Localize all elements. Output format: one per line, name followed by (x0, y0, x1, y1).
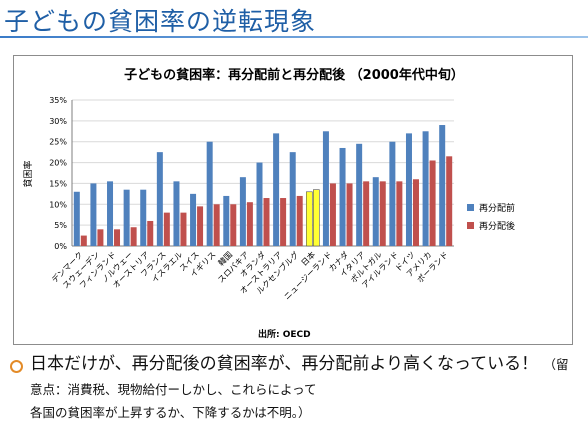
bar-before (190, 193, 197, 246)
bar-after (246, 202, 253, 246)
bar-after (329, 183, 336, 246)
bar-before (90, 183, 97, 246)
bar-after (114, 229, 121, 246)
chart-canvas: 子どもの貧困率：再分配前と再分配後 （2000年代中旬） 貧困率 0% 5% 10%… (22, 67, 515, 340)
y-tick-label: 35% (49, 96, 67, 105)
bar-after (130, 227, 137, 246)
bullet-note-line1: （留意点：消費税、現物給付ーしかし、これらによって (30, 357, 569, 397)
bar-before (372, 177, 379, 246)
y-tick-label: 20% (49, 159, 67, 168)
bar-after (230, 204, 237, 246)
bullet-main-text: 日本だけが、再分配後の貧困率が、再分配前より高くなっている！ (30, 354, 539, 374)
chart-frame: 子どもの貧困率：再分配前と再分配後 （2000年代中旬） 貧困率 0% 5% 10%… (13, 55, 573, 345)
bar-before (389, 141, 396, 246)
bar-before (73, 191, 80, 246)
bar-after (412, 179, 419, 246)
bar-after (296, 195, 303, 246)
bar-after (396, 181, 403, 246)
bar-after (379, 181, 386, 246)
bar-after (147, 220, 154, 246)
bar-before (206, 141, 213, 246)
y-tick-label: 25% (49, 138, 67, 147)
bullet-note-line2: 各国の貧困率が上昇するか、下降するかは不明。） (30, 405, 311, 420)
bar-after (346, 183, 353, 246)
bullet-marker-icon (10, 360, 23, 373)
source-note: 出所: OECD (258, 328, 311, 340)
y-tick-labels: 0% 5% 10% 15% 20% 25% 30% 35% (49, 96, 67, 251)
bar-before (223, 195, 230, 246)
bar-after (446, 156, 453, 246)
bar-after (213, 204, 220, 246)
bullet-text: 日本だけが、再分配後の貧困率が、再分配前より高くなっている！ （留意点：消費税、… (30, 352, 580, 402)
bar-after (163, 212, 170, 246)
bar-before (156, 152, 163, 246)
bar-before (256, 162, 263, 246)
y-tick-label: 5% (54, 221, 67, 230)
bar-before (173, 181, 180, 246)
bar-before (439, 125, 446, 246)
bar-before (140, 189, 147, 246)
y-tick-label: 10% (49, 200, 67, 209)
bar-before (356, 143, 363, 246)
y-tick-label: 30% (49, 117, 67, 126)
bar-after (263, 198, 270, 246)
gridlines (71, 99, 454, 247)
legend-label: 再分配後 (479, 220, 515, 232)
bar-before (273, 133, 280, 246)
y-tick-label: 15% (49, 179, 67, 188)
legend-swatch (467, 204, 474, 211)
bar-after (429, 160, 436, 246)
bar-before (405, 133, 412, 246)
title-underline (0, 36, 588, 38)
bar-before (306, 191, 313, 247)
bar-before (107, 181, 114, 246)
legend-swatch (467, 222, 474, 229)
bars (73, 125, 453, 247)
bar-before (339, 147, 346, 246)
bar-after (363, 181, 370, 246)
bar-after (180, 212, 187, 246)
y-axis-label: 貧困率 (22, 160, 34, 187)
bar-after (197, 206, 204, 246)
bar-before (123, 189, 130, 246)
bar-before (422, 131, 429, 246)
bar-after (80, 235, 87, 246)
legend-label: 再分配前 (479, 202, 515, 214)
bar-before (322, 131, 329, 246)
bar-before (239, 177, 246, 246)
bar-after (97, 229, 104, 246)
bar-after (313, 189, 320, 247)
chart-title: 子どもの貧困率：再分配前と再分配後 （2000年代中旬） (124, 67, 464, 83)
bar-after (280, 198, 287, 246)
y-tick-label: 0% (54, 242, 67, 251)
bar-before (289, 152, 296, 246)
slide-title: 子どもの貧困率の逆転現象 (4, 7, 317, 36)
x-tick-labels: デンマークスウェーデンフィンランドノルウェーオーストリアフランスイスラエルスイス… (49, 249, 450, 301)
